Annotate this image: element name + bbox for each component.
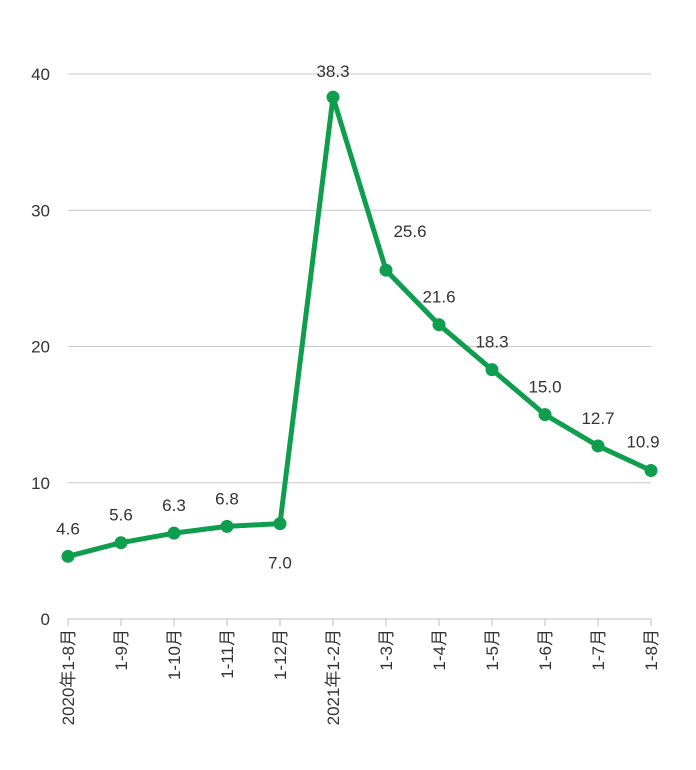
data-label: 6.8: [215, 489, 239, 508]
data-point: [379, 263, 393, 277]
series-group: [61, 90, 658, 563]
data-label: 15.0: [528, 378, 561, 397]
x-tick-label: 1-4月: [430, 629, 449, 671]
data-point: [220, 519, 234, 533]
data-label: 6.3: [162, 496, 186, 515]
y-tick-label: 10: [31, 474, 50, 493]
data-point: [538, 408, 552, 422]
x-tick-label: 1-5月: [483, 629, 502, 671]
y-tick-label: 40: [31, 65, 50, 84]
data-labels: 4.6 5.6 6.3 6.8 7.0 38.3 25.6 21.6 18.3 15.0 12.7 1…: [56, 62, 659, 572]
series-line: [65, 94, 654, 559]
data-point: [326, 90, 340, 104]
y-tick-label: 30: [31, 201, 50, 220]
data-label: 21.6: [422, 288, 455, 307]
x-tick-label: 1-11月: [218, 629, 237, 679]
y-tick-label: 0: [41, 610, 50, 629]
data-label: 25.6: [393, 222, 426, 241]
x-tick-label: 1-3月: [377, 629, 396, 671]
x-tick-label: 1-7月: [589, 629, 608, 671]
data-point: [591, 439, 605, 453]
data-point: [485, 363, 499, 377]
grid-lines: [68, 73, 651, 484]
data-point: [432, 318, 446, 332]
x-tick-label: 1-8月: [642, 629, 661, 671]
data-point: [114, 536, 128, 550]
x-tick-label: 1-10月: [165, 629, 184, 680]
data-label: 12.7: [581, 409, 614, 428]
x-axis: [67, 618, 652, 626]
data-point: [167, 526, 181, 540]
x-tick-label: 1-12月: [271, 629, 290, 680]
data-label: 5.6: [109, 506, 133, 525]
data-label: 38.3: [316, 62, 349, 81]
data-label: 4.6: [56, 519, 80, 538]
x-tick-label: 1-9月: [112, 629, 131, 671]
data-label: 18.3: [475, 333, 508, 352]
data-label: 7.0: [268, 554, 292, 573]
y-axis-ticks: 0 10 20 30 40: [31, 65, 50, 629]
data-point: [644, 463, 658, 477]
data-point: [273, 517, 287, 531]
x-tick-label: 2021年1-2月: [324, 629, 343, 725]
data-point: [61, 549, 75, 563]
x-tick-label: 1-6月: [536, 629, 555, 671]
x-axis-ticks: 2020年1-8月 1-9月 1-10月 1-11月 1-12月 2021年1-2月 1-3…: [59, 629, 661, 725]
y-tick-label: 20: [31, 338, 50, 357]
x-tick-label: 2020年1-8月: [59, 629, 78, 725]
data-label: 10.9: [626, 432, 659, 451]
